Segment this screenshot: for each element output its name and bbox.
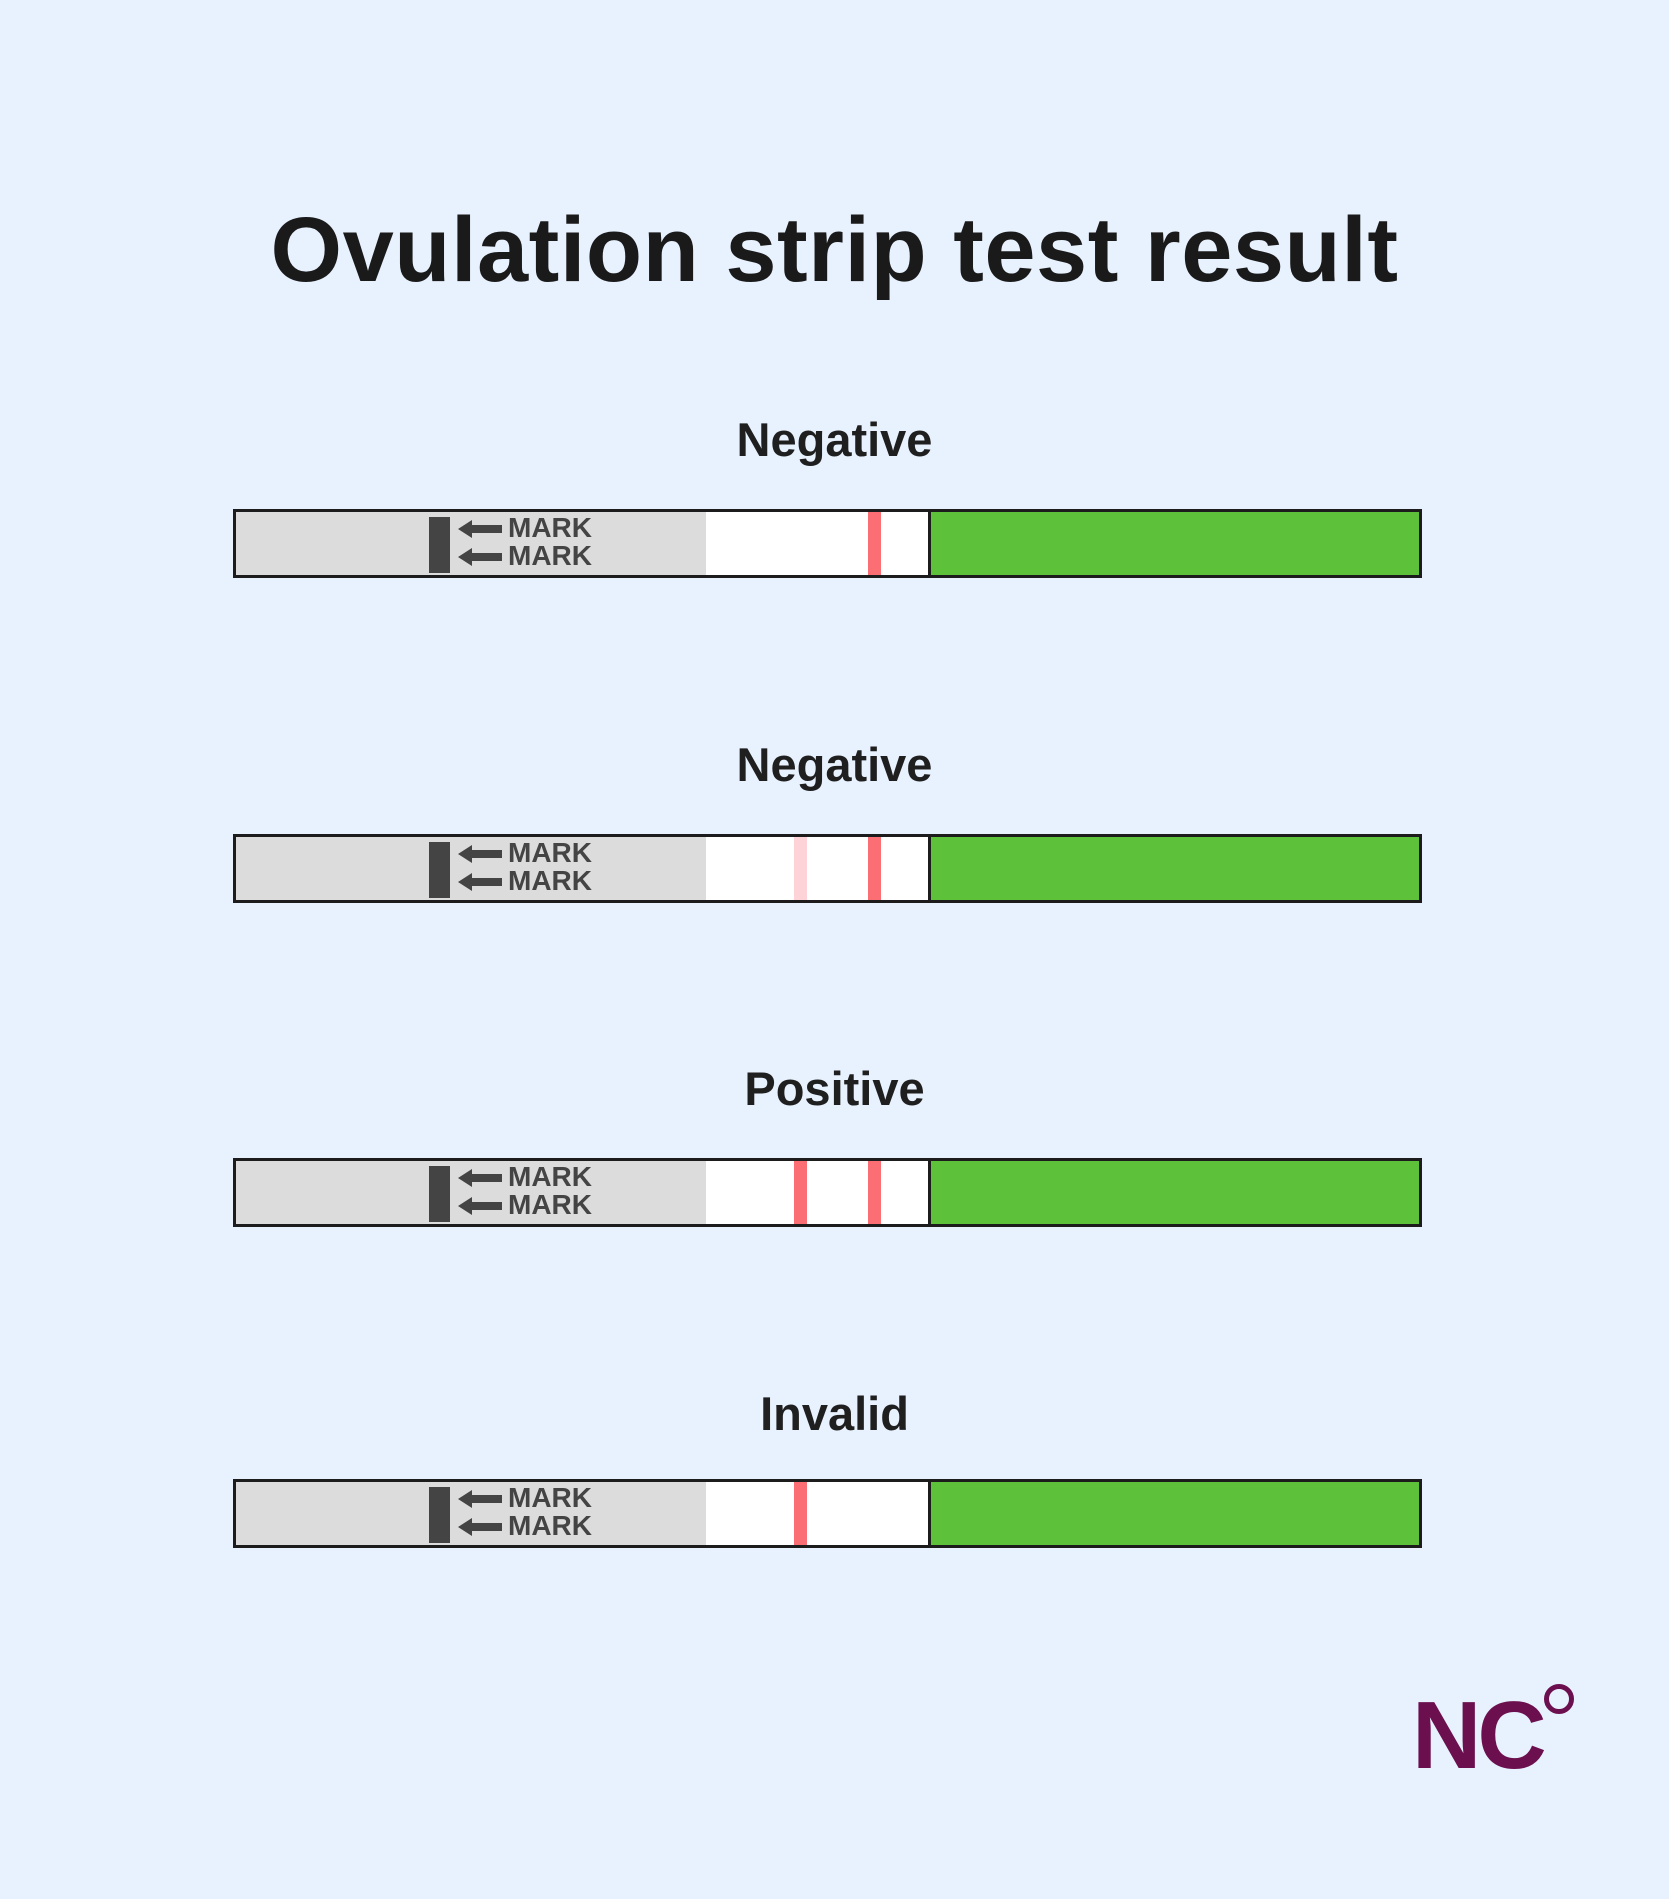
- mark-text: MARK: [508, 1510, 592, 1541]
- test-line: [794, 837, 807, 900]
- page-title: Ovulation strip test result: [270, 199, 1399, 301]
- absorbent-tip: [928, 1161, 1419, 1224]
- max-line-marker: [429, 842, 450, 898]
- nc-logo: NC: [1412, 1684, 1574, 1784]
- result-window: [706, 512, 928, 575]
- control-line: [868, 512, 881, 575]
- arrow-left-icon: [458, 845, 502, 863]
- strip-handle: MARK MARK: [236, 837, 706, 900]
- test-line: [794, 1161, 807, 1224]
- test-line: [794, 1482, 807, 1545]
- result-label: Negative: [736, 413, 933, 466]
- max-line-marker: [429, 517, 450, 573]
- arrow-left-icon: [458, 1518, 502, 1536]
- absorbent-tip: [928, 837, 1419, 900]
- result-window: [706, 837, 928, 900]
- mark-text: MARK: [508, 1482, 592, 1513]
- result-label: Negative: [736, 738, 933, 791]
- absorbent-tip: [928, 1482, 1419, 1545]
- arrow-left-icon: [458, 1197, 502, 1215]
- arrow-left-icon: [458, 520, 502, 538]
- strip-handle: MARK MARK: [236, 1161, 706, 1224]
- test-strip: MARK MARK: [233, 1158, 1422, 1227]
- mark-text: MARK: [508, 1189, 592, 1220]
- degree-circle-icon: [1544, 1684, 1574, 1714]
- strip-handle: MARK MARK: [236, 512, 706, 575]
- arrow-left-icon: [458, 1490, 502, 1508]
- mark-text: MARK: [508, 837, 592, 868]
- mark-text: MARK: [508, 512, 592, 543]
- arrow-left-icon: [458, 548, 502, 566]
- test-strip: MARK MARK: [233, 834, 1422, 903]
- control-line: [868, 1161, 881, 1224]
- arrow-left-icon: [458, 1169, 502, 1187]
- test-strip: MARK MARK: [233, 1479, 1422, 1548]
- result-window: [706, 1482, 928, 1545]
- logo-text: NC: [1412, 1682, 1547, 1789]
- mark-text: MARK: [508, 865, 592, 896]
- control-line: [868, 837, 881, 900]
- result-window: [706, 1161, 928, 1224]
- test-strip: MARK MARK: [233, 509, 1422, 578]
- result-label: Invalid: [760, 1387, 909, 1440]
- arrow-left-icon: [458, 873, 502, 891]
- max-line-marker: [429, 1487, 450, 1543]
- max-line-marker: [429, 1166, 450, 1222]
- strip-handle: MARK MARK: [236, 1482, 706, 1545]
- result-label: Positive: [744, 1062, 925, 1115]
- absorbent-tip: [928, 512, 1419, 575]
- mark-text: MARK: [508, 1161, 592, 1192]
- mark-text: MARK: [508, 540, 592, 571]
